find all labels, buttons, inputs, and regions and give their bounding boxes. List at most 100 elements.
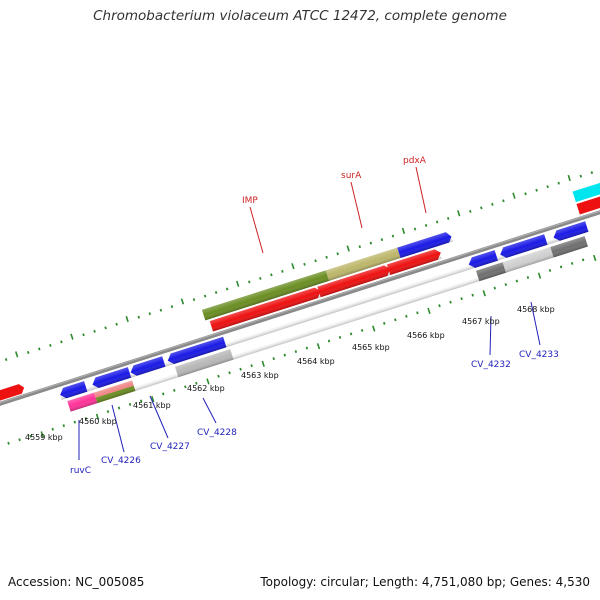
ruler-major-tick xyxy=(206,378,210,385)
ruler-major-tick xyxy=(457,210,461,217)
ruler-minor-tick xyxy=(314,259,317,263)
ruler-minor-tick xyxy=(214,291,218,294)
ruler-minor-tick xyxy=(380,238,384,242)
gene-shading xyxy=(67,236,588,412)
ruler-minor-tick xyxy=(515,279,519,283)
ruler-minor-tick xyxy=(358,245,362,249)
ruler-minor-tick xyxy=(504,283,508,287)
ruler-minor-tick xyxy=(159,308,163,312)
ruler-minor-tick xyxy=(394,318,397,322)
ruler-minor-tick xyxy=(60,340,63,344)
leader-sura xyxy=(350,181,363,229)
gene-label-ruvc[interactable]: ruvC xyxy=(70,466,91,476)
ruler-minor-tick xyxy=(49,343,52,347)
ruler-major-tick xyxy=(125,315,129,323)
leader-imp xyxy=(249,206,264,254)
gene-label-pdxa[interactable]: pdxA xyxy=(403,156,427,166)
ruler-minor-tick xyxy=(424,224,428,227)
ruler-minor-tick xyxy=(294,350,298,354)
ruler-minor-tick xyxy=(117,406,121,410)
ruler-tick-label: 4567 kbp xyxy=(462,317,500,326)
ruler-minor-tick xyxy=(338,336,342,339)
gene-label-sura[interactable]: surA xyxy=(341,171,362,181)
accession-text: Accession: NC_005085 xyxy=(8,575,145,589)
ruler-minor-tick xyxy=(524,192,527,196)
gene-labels: IMP surA pdxA ruvC CV_4226 CV_4227 CV_42… xyxy=(70,156,559,476)
genome-backbone xyxy=(0,184,600,432)
ruler-tick-label: 4565 kbp xyxy=(352,343,390,352)
ruler-minor-tick xyxy=(29,434,32,438)
ruler-major-tick xyxy=(567,174,571,182)
leader-pdxa xyxy=(415,166,427,214)
ruler-minor-tick xyxy=(93,329,96,333)
leader-cv4227 xyxy=(149,395,169,439)
ruler-minor-tick xyxy=(272,357,275,361)
forward-strand-row2 xyxy=(201,182,600,321)
ruler-minor-tick xyxy=(590,171,594,175)
ruler-major-tick xyxy=(180,298,185,305)
ruler-minor-tick xyxy=(469,209,472,213)
ruler-minor-tick xyxy=(104,326,107,330)
ruler-minor-tick xyxy=(192,298,196,302)
ruler-tick-label: 4561 kbp xyxy=(133,401,171,410)
ruler-minor-tick xyxy=(559,265,563,269)
ruler-minor-tick xyxy=(325,255,328,259)
gene-shading xyxy=(209,248,442,332)
ruler-minor-tick xyxy=(225,287,229,291)
ruler-minor-tick xyxy=(526,276,530,279)
outer-ruler xyxy=(4,171,594,361)
ruler-minor-tick xyxy=(391,234,395,238)
ruler-minor-tick xyxy=(137,315,141,319)
ruler-minor-tick xyxy=(383,321,386,325)
ruler-minor-tick xyxy=(7,441,10,445)
gene-feature[interactable] xyxy=(572,182,600,203)
ruler-major-tick xyxy=(593,254,597,262)
ruler-minor-tick xyxy=(435,220,439,224)
leader-cv4226 xyxy=(111,404,125,453)
ruler-minor-tick xyxy=(413,227,417,231)
ruler-minor-tick xyxy=(581,258,585,262)
ruler-major-tick xyxy=(537,272,542,279)
ruler-minor-tick xyxy=(239,367,242,371)
ruler-minor-tick xyxy=(405,314,408,318)
ruler-minor-tick xyxy=(303,262,306,266)
ruler-minor-tick xyxy=(82,333,85,337)
ruler-minor-tick xyxy=(259,276,262,280)
gene-label-imp[interactable]: IMP xyxy=(242,196,258,206)
backbone-highlight xyxy=(0,184,600,430)
ruler-major-tick xyxy=(15,351,19,358)
ruler-minor-tick xyxy=(173,388,176,392)
ruler-minor-tick xyxy=(546,185,549,189)
ruler-minor-tick xyxy=(502,199,505,203)
ruler-minor-tick xyxy=(579,174,583,178)
ruler-minor-tick xyxy=(460,297,463,301)
genome-summary-text: Topology: circular; Length: 4,751,080 bp… xyxy=(260,575,590,589)
gene-feature[interactable] xyxy=(576,193,600,215)
ruler-minor-tick xyxy=(184,385,187,389)
gene-feature[interactable] xyxy=(0,383,26,404)
gene-label-cv4226[interactable]: CV_4226 xyxy=(101,456,141,466)
gene-label-cv4232[interactable]: CV_4232 xyxy=(471,360,511,370)
gene-label-cv4227[interactable]: CV_4227 xyxy=(150,442,190,452)
leader-cv4233 xyxy=(530,301,541,346)
ruler-tick-label: 4568 kbp xyxy=(517,305,555,314)
ruler-minor-tick xyxy=(106,410,110,413)
ruler-minor-tick xyxy=(336,252,339,256)
ruler-minor-tick xyxy=(327,339,331,343)
ruler-tick-label: 4563 kbp xyxy=(241,371,279,380)
ruler-major-tick xyxy=(261,360,265,367)
gene-label-cv4233[interactable]: CV_4233 xyxy=(519,350,559,360)
map-band xyxy=(0,171,600,445)
ruler-minor-tick xyxy=(305,346,309,350)
reverse-strand-row1 xyxy=(58,221,589,400)
ruler-major-tick xyxy=(70,333,74,340)
ruler-minor-tick xyxy=(73,420,77,424)
ruler-minor-tick xyxy=(480,206,483,210)
gene-label-cv4228[interactable]: CV_4228 xyxy=(197,428,237,438)
ruler-minor-tick xyxy=(416,311,419,315)
label-leaders xyxy=(78,166,541,460)
ruler-minor-tick xyxy=(281,269,284,273)
ruler-major-tick xyxy=(346,245,350,252)
gene-shading xyxy=(201,230,453,321)
